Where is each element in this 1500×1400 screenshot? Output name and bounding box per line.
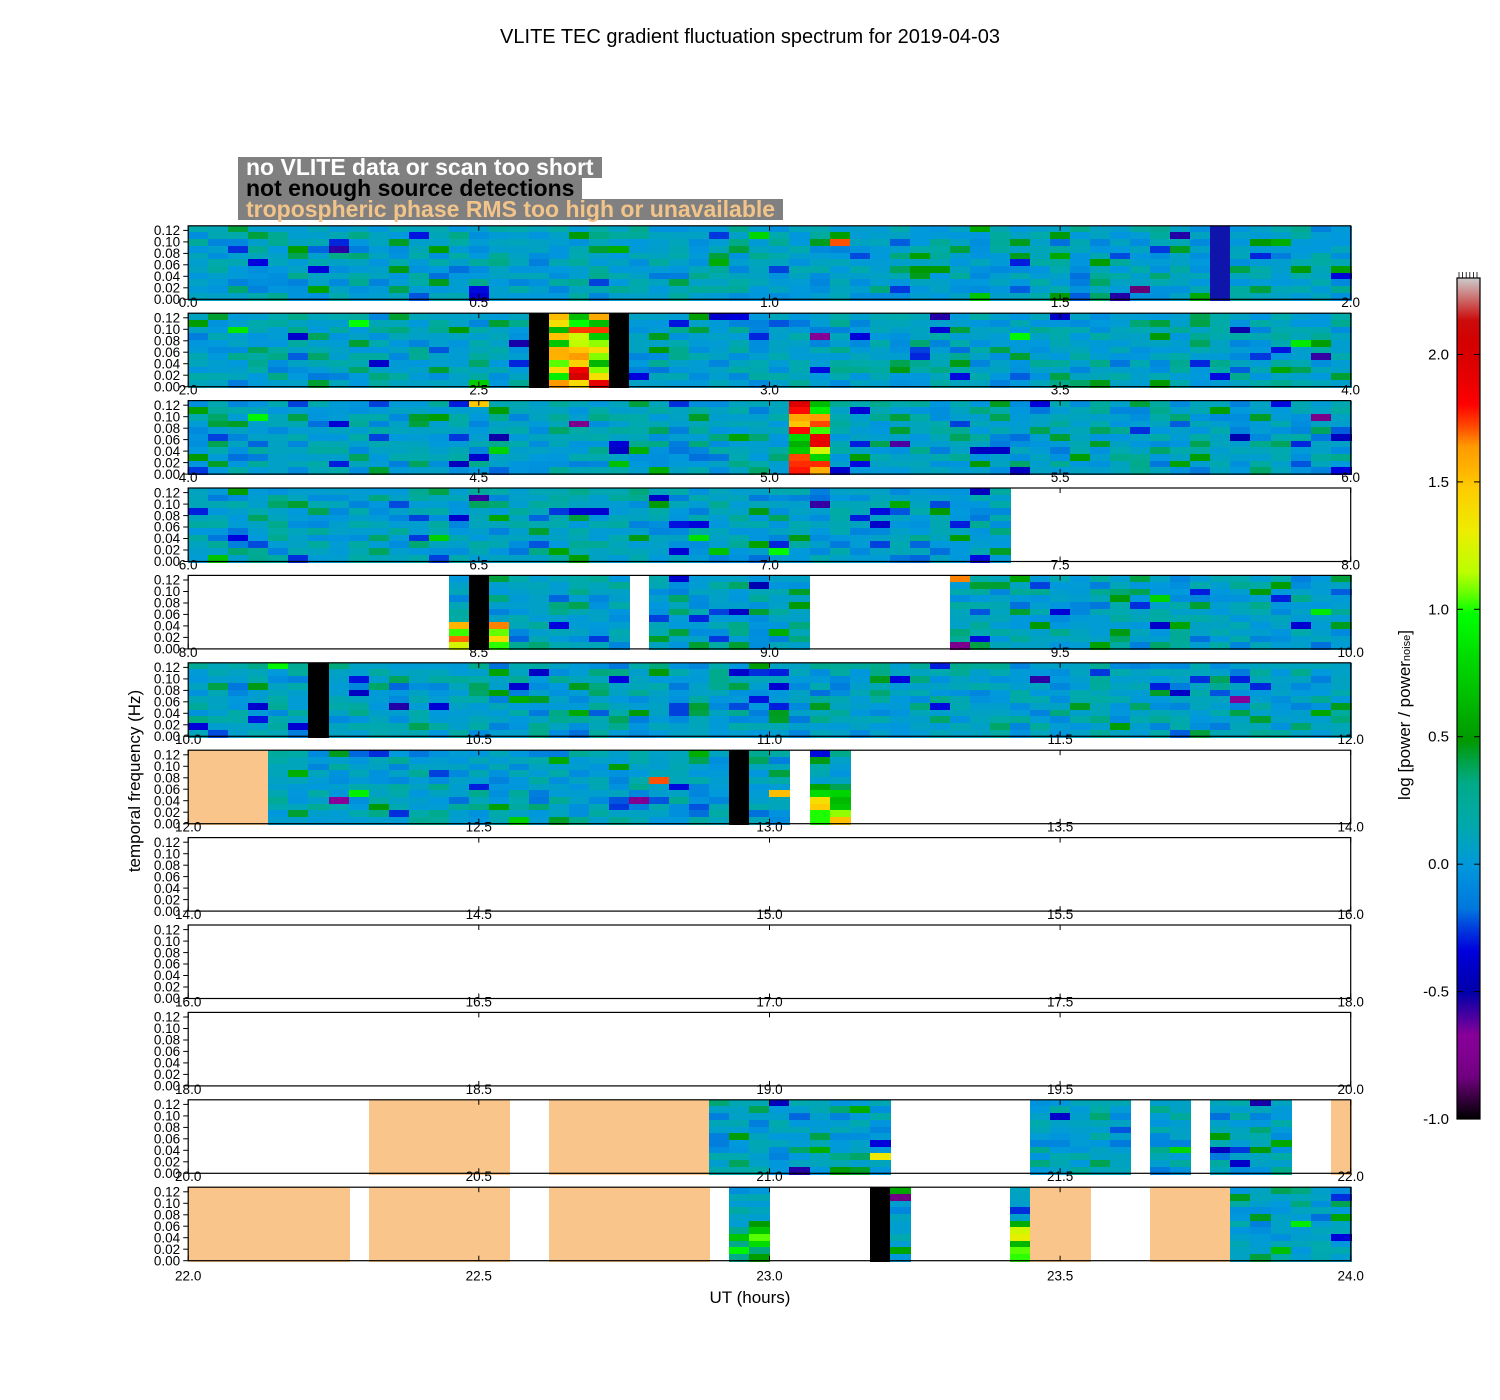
svg-text:-1.0: -1.0 bbox=[1423, 1111, 1449, 1128]
svg-text:17.0: 17.0 bbox=[756, 994, 782, 1009]
svg-text:4.0: 4.0 bbox=[1341, 383, 1360, 398]
svg-text:0.0: 0.0 bbox=[1428, 856, 1449, 873]
svg-text:0.12: 0.12 bbox=[154, 1097, 180, 1112]
svg-text:15.5: 15.5 bbox=[1047, 907, 1073, 922]
svg-text:15.0: 15.0 bbox=[756, 907, 782, 922]
svg-text:11.0: 11.0 bbox=[757, 732, 782, 747]
svg-text:18.0: 18.0 bbox=[1338, 994, 1364, 1009]
svg-text:1.0: 1.0 bbox=[1428, 601, 1449, 618]
svg-text:5.5: 5.5 bbox=[1051, 470, 1070, 485]
svg-text:20.0: 20.0 bbox=[1338, 1082, 1364, 1097]
svg-text:0.5: 0.5 bbox=[1428, 729, 1449, 746]
svg-text:16.5: 16.5 bbox=[466, 994, 492, 1009]
svg-text:21.0: 21.0 bbox=[756, 1169, 782, 1184]
svg-text:3.5: 3.5 bbox=[1051, 383, 1070, 398]
svg-text:1.5: 1.5 bbox=[1428, 474, 1449, 491]
svg-text:10.0: 10.0 bbox=[1338, 645, 1364, 660]
svg-text:0.12: 0.12 bbox=[154, 660, 180, 675]
svg-text:7.5: 7.5 bbox=[1051, 557, 1070, 572]
svg-text:18.5: 18.5 bbox=[466, 1082, 492, 1097]
svg-text:8.0: 8.0 bbox=[179, 645, 198, 660]
svg-text:14.0: 14.0 bbox=[1338, 820, 1364, 835]
svg-text:8.5: 8.5 bbox=[469, 645, 488, 660]
svg-text:7.0: 7.0 bbox=[760, 557, 779, 572]
svg-text:11.5: 11.5 bbox=[1047, 732, 1072, 747]
svg-text:6.0: 6.0 bbox=[179, 557, 198, 572]
svg-text:0.12: 0.12 bbox=[154, 223, 180, 238]
svg-text:2.0: 2.0 bbox=[1341, 295, 1360, 310]
svg-text:16.0: 16.0 bbox=[175, 994, 201, 1009]
svg-text:21.5: 21.5 bbox=[1047, 1169, 1073, 1184]
svg-text:10.5: 10.5 bbox=[466, 732, 492, 747]
svg-text:8.0: 8.0 bbox=[1341, 557, 1360, 572]
svg-text:22.0: 22.0 bbox=[1338, 1169, 1364, 1184]
svg-text:24.0: 24.0 bbox=[1338, 1269, 1364, 1284]
svg-text:1.5: 1.5 bbox=[1051, 295, 1070, 310]
svg-text:0.12: 0.12 bbox=[154, 398, 180, 413]
svg-text:-0.5: -0.5 bbox=[1423, 984, 1449, 1001]
svg-text:0.0: 0.0 bbox=[179, 295, 198, 310]
svg-text:13.5: 13.5 bbox=[1047, 820, 1073, 835]
svg-text:0.12: 0.12 bbox=[154, 922, 180, 937]
svg-text:14.0: 14.0 bbox=[175, 907, 201, 922]
svg-text:0.12: 0.12 bbox=[154, 835, 180, 850]
svg-text:13.0: 13.0 bbox=[756, 820, 782, 835]
svg-text:16.0: 16.0 bbox=[1338, 907, 1364, 922]
svg-text:5.0: 5.0 bbox=[760, 470, 779, 485]
svg-text:2.0: 2.0 bbox=[179, 383, 198, 398]
svg-text:6.0: 6.0 bbox=[1341, 470, 1360, 485]
svg-text:23.5: 23.5 bbox=[1047, 1269, 1073, 1284]
svg-text:14.5: 14.5 bbox=[466, 907, 492, 922]
svg-text:2.5: 2.5 bbox=[469, 383, 488, 398]
svg-text:0.12: 0.12 bbox=[154, 1010, 180, 1025]
svg-text:1.0: 1.0 bbox=[760, 295, 779, 310]
svg-text:20.5: 20.5 bbox=[466, 1169, 492, 1184]
svg-text:0.5: 0.5 bbox=[469, 295, 488, 310]
svg-text:0.12: 0.12 bbox=[154, 573, 180, 588]
svg-text:3.0: 3.0 bbox=[760, 383, 779, 398]
svg-text:12.0: 12.0 bbox=[175, 820, 201, 835]
svg-text:17.5: 17.5 bbox=[1047, 994, 1073, 1009]
svg-text:12.5: 12.5 bbox=[466, 820, 492, 835]
svg-text:4.5: 4.5 bbox=[469, 470, 488, 485]
svg-text:0.12: 0.12 bbox=[154, 485, 180, 500]
svg-text:10.0: 10.0 bbox=[175, 732, 201, 747]
svg-text:0.12: 0.12 bbox=[154, 1185, 180, 1200]
svg-text:22.0: 22.0 bbox=[175, 1269, 201, 1284]
svg-text:22.5: 22.5 bbox=[466, 1269, 492, 1284]
svg-text:9.0: 9.0 bbox=[760, 645, 779, 660]
svg-text:0.12: 0.12 bbox=[154, 748, 180, 763]
svg-text:19.0: 19.0 bbox=[756, 1082, 782, 1097]
svg-text:4.0: 4.0 bbox=[179, 470, 198, 485]
svg-text:23.0: 23.0 bbox=[756, 1269, 782, 1284]
svg-text:9.5: 9.5 bbox=[1051, 645, 1070, 660]
svg-text:20.0: 20.0 bbox=[175, 1169, 201, 1184]
svg-text:6.5: 6.5 bbox=[469, 557, 488, 572]
svg-text:12.0: 12.0 bbox=[1338, 732, 1364, 747]
svg-text:2.0: 2.0 bbox=[1428, 347, 1449, 364]
svg-text:19.5: 19.5 bbox=[1047, 1082, 1073, 1097]
svg-text:18.0: 18.0 bbox=[175, 1082, 201, 1097]
svg-text:0.12: 0.12 bbox=[154, 311, 180, 326]
